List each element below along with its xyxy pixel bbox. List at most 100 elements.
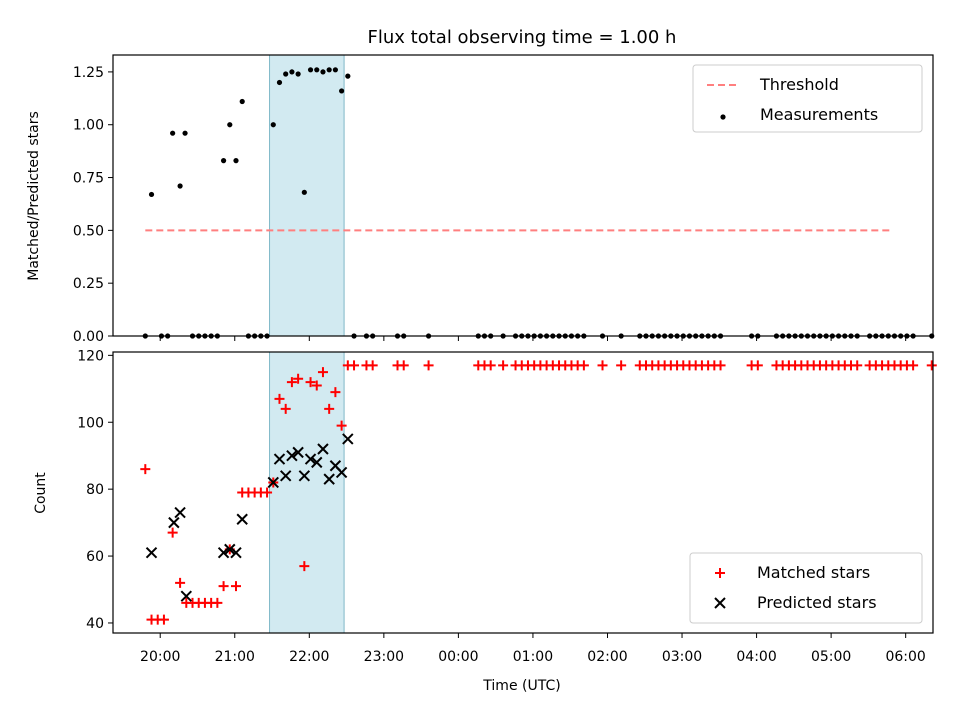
matched-stars-point bbox=[616, 360, 627, 371]
measurement-point bbox=[182, 130, 188, 136]
y-tick-label: 0.25 bbox=[73, 276, 104, 292]
predicted-stars-point bbox=[273, 453, 286, 465]
matched-stars-point bbox=[908, 360, 919, 371]
predicted-stars-point bbox=[304, 453, 317, 465]
top-panel: 0.00 0.25 0.50 0.75 1.00 1.25 Threshold Measure… bbox=[73, 54, 935, 345]
x-tick-label: 06:00 bbox=[885, 649, 925, 665]
plot-frame bbox=[112, 54, 934, 337]
matched-stars-point bbox=[167, 527, 178, 538]
matched-stars-point bbox=[280, 403, 291, 414]
matched-stars-point bbox=[311, 380, 322, 391]
matched-stars-point bbox=[175, 577, 186, 588]
measurement-point bbox=[239, 98, 245, 105]
matched-stars-point bbox=[597, 360, 608, 371]
legend-label: Threshold bbox=[759, 75, 839, 94]
matched-stars-point bbox=[262, 487, 273, 498]
matched-stars-point bbox=[485, 360, 496, 371]
x-tick-label: 01:00 bbox=[513, 649, 553, 665]
predicted-stars-point bbox=[224, 543, 236, 556]
legend-box bbox=[689, 552, 923, 624]
observing-window-shade bbox=[269, 54, 345, 337]
matched-stars-point bbox=[158, 614, 169, 625]
chart-title: Flux total observing time = 1.00 h bbox=[368, 27, 677, 48]
matched-stars-point bbox=[926, 360, 937, 371]
measurement-point bbox=[283, 71, 289, 77]
matched-stars-point bbox=[398, 360, 409, 371]
x-tick-label: 02:00 bbox=[587, 649, 627, 665]
matched-stars-point bbox=[140, 464, 151, 475]
predicted-stars-point bbox=[145, 547, 158, 559]
matched-stars-point bbox=[218, 581, 229, 592]
y-tick-label: 1.25 bbox=[73, 65, 104, 81]
matched-stars-point bbox=[274, 393, 285, 404]
matched-stars-point bbox=[852, 360, 863, 371]
measurement-point bbox=[295, 71, 301, 77]
measurement-point bbox=[289, 69, 295, 75]
y-tick-label: 60 bbox=[86, 549, 104, 565]
predicted-stars-point bbox=[317, 443, 329, 455]
y-tick-label: 0.00 bbox=[73, 329, 104, 345]
legend-box bbox=[692, 64, 923, 133]
legend-measurement-swatch bbox=[720, 114, 726, 120]
legend-predicted-swatch bbox=[714, 597, 726, 609]
y-tick-label: 120 bbox=[77, 348, 104, 364]
measurement-point bbox=[345, 73, 351, 79]
measurement-point bbox=[270, 122, 276, 128]
measurement-point bbox=[233, 158, 239, 164]
predicted-stars-point bbox=[168, 516, 180, 529]
x-tick-label: 05:00 bbox=[811, 649, 851, 665]
measurement-point bbox=[170, 130, 176, 136]
predicted-stars-point bbox=[267, 476, 279, 489]
legend-matched-swatch bbox=[715, 568, 725, 578]
matched-stars-point bbox=[336, 420, 347, 431]
plot-frame bbox=[112, 351, 934, 634]
predicted-stars-point bbox=[298, 470, 311, 482]
predicted-stars-point bbox=[236, 513, 248, 525]
measurement-point bbox=[220, 158, 227, 164]
matched-stars-point bbox=[212, 597, 223, 608]
measurement-point bbox=[326, 67, 332, 73]
x-tick-label: 21:00 bbox=[215, 649, 255, 665]
observing-window-shade bbox=[269, 351, 345, 634]
measurement-point bbox=[314, 67, 320, 73]
matched-stars-point bbox=[324, 403, 335, 414]
predicted-stars-point bbox=[230, 547, 242, 559]
predicted-stars-point bbox=[217, 547, 230, 559]
top-y-axis-label: Matched/Predicted stars bbox=[26, 111, 42, 281]
predicted-stars-point bbox=[292, 446, 304, 459]
predicted-stars-point bbox=[311, 456, 323, 469]
matched-stars-point bbox=[367, 360, 378, 371]
x-tick-label: 04:00 bbox=[736, 649, 776, 665]
matched-stars-point bbox=[286, 377, 297, 388]
x-tick-label: 22:00 bbox=[289, 649, 329, 665]
x-axis-label: Time (UTC) bbox=[482, 678, 560, 694]
bottom-panel: 40 60 80 100 120 20:00 21:00 22:00 23:00 00:00 01:… bbox=[77, 348, 937, 665]
matched-stars-point bbox=[293, 373, 304, 384]
measurement-point bbox=[148, 191, 155, 198]
measurement-point bbox=[177, 183, 183, 189]
x-tick-label: 00:00 bbox=[438, 649, 478, 665]
y-tick-label: 40 bbox=[86, 616, 104, 632]
x-tick-label: 23:00 bbox=[364, 649, 404, 665]
predicted-stars-point bbox=[335, 466, 348, 479]
matched-stars-point bbox=[305, 377, 316, 388]
y-tick-label: 100 bbox=[77, 415, 104, 431]
measurement-point bbox=[339, 88, 345, 94]
matched-stars-point bbox=[752, 360, 763, 371]
y-tick-label: 0.75 bbox=[73, 171, 104, 187]
matched-stars-point bbox=[330, 387, 341, 398]
y-tick-label: 0.50 bbox=[73, 223, 104, 239]
matched-stars-point bbox=[498, 360, 509, 371]
predicted-stars-point bbox=[180, 590, 193, 602]
matched-stars-point bbox=[349, 360, 360, 371]
matched-stars-point bbox=[299, 561, 310, 572]
bottom-y-axis-label: Count bbox=[33, 472, 49, 514]
legend-label: Predicted stars bbox=[757, 593, 877, 612]
measurement-point bbox=[320, 69, 326, 75]
matched-stars-point bbox=[423, 360, 434, 371]
predicted-stars-point bbox=[286, 449, 298, 462]
y-tick-label: 80 bbox=[86, 482, 104, 498]
x-tick-label: 03:00 bbox=[662, 649, 702, 665]
matched-stars-point bbox=[715, 360, 726, 371]
